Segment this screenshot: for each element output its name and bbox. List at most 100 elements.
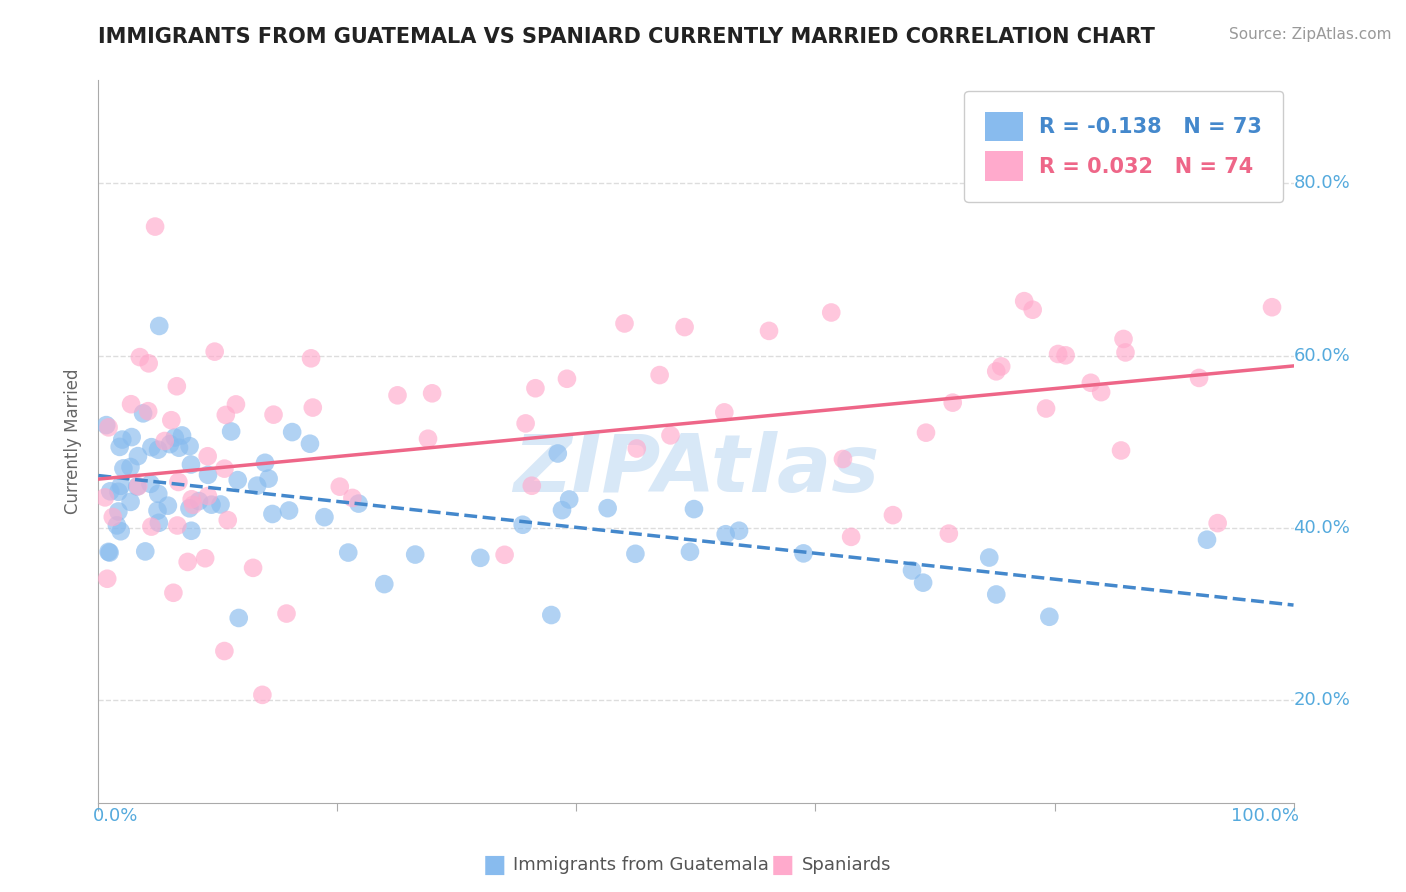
Point xyxy=(167,441,190,455)
Point xyxy=(901,564,924,578)
Point xyxy=(180,492,202,507)
Point xyxy=(714,527,737,541)
Point xyxy=(136,404,159,418)
Point xyxy=(728,524,751,538)
Point xyxy=(141,519,163,533)
Point xyxy=(146,442,169,457)
Point xyxy=(337,545,360,559)
Point xyxy=(225,397,247,411)
Point xyxy=(1112,332,1135,346)
Point xyxy=(990,359,1012,374)
Point xyxy=(94,491,117,505)
Point xyxy=(832,452,855,467)
Point xyxy=(252,688,274,702)
Point xyxy=(97,420,120,434)
Point xyxy=(1035,401,1057,416)
Text: 100.0%: 100.0% xyxy=(1232,807,1299,825)
Point xyxy=(404,548,426,562)
Point xyxy=(1054,348,1077,362)
Point xyxy=(555,372,578,386)
Point xyxy=(387,388,409,402)
Point xyxy=(163,430,186,444)
Point xyxy=(596,501,619,516)
Point xyxy=(197,467,219,482)
Point xyxy=(200,498,222,512)
Point xyxy=(214,644,236,658)
Point xyxy=(758,324,780,338)
Point xyxy=(494,548,516,562)
Point xyxy=(197,450,219,464)
Point xyxy=(143,219,166,234)
Point xyxy=(470,550,492,565)
Point xyxy=(342,491,364,505)
Point xyxy=(515,417,537,431)
Point xyxy=(347,497,370,511)
Point xyxy=(882,508,904,522)
Point xyxy=(138,356,160,370)
Point xyxy=(110,524,132,539)
Text: 60.0%: 60.0% xyxy=(1294,346,1350,365)
Point xyxy=(613,317,636,331)
Point xyxy=(540,607,562,622)
Point xyxy=(299,351,322,366)
Point xyxy=(107,504,129,518)
Point xyxy=(1012,294,1035,309)
Text: ZIPAtlas: ZIPAtlas xyxy=(513,432,879,509)
Point xyxy=(194,551,217,566)
Point xyxy=(121,430,143,444)
Point xyxy=(219,425,242,439)
Point xyxy=(180,524,202,538)
Point xyxy=(134,544,156,558)
Point xyxy=(624,547,647,561)
Point xyxy=(166,518,188,533)
Point xyxy=(98,545,121,559)
Point xyxy=(713,405,735,419)
Point xyxy=(626,442,648,456)
Point xyxy=(167,475,190,489)
Point xyxy=(1047,347,1070,361)
Point xyxy=(242,561,264,575)
Point xyxy=(673,320,696,334)
Point xyxy=(120,460,142,475)
Text: 20.0%: 20.0% xyxy=(1294,690,1350,708)
Point xyxy=(148,318,170,333)
Point xyxy=(683,502,706,516)
Point xyxy=(1261,300,1284,314)
Point xyxy=(217,513,239,527)
Point xyxy=(524,381,547,395)
Point xyxy=(162,586,184,600)
Point xyxy=(263,408,285,422)
Point xyxy=(986,587,1008,601)
Text: ■: ■ xyxy=(482,854,506,877)
Point xyxy=(520,479,543,493)
Point xyxy=(659,428,682,442)
Text: Spaniards: Spaniards xyxy=(801,856,891,874)
Point xyxy=(329,480,352,494)
Point xyxy=(96,572,118,586)
Point xyxy=(226,473,249,487)
Point xyxy=(107,484,129,499)
Text: Source: ZipAtlas.com: Source: ZipAtlas.com xyxy=(1229,27,1392,42)
Point xyxy=(558,492,581,507)
Point xyxy=(120,397,142,411)
Point xyxy=(1114,345,1136,359)
Point xyxy=(1188,371,1211,385)
Point xyxy=(228,611,250,625)
Point xyxy=(1038,609,1060,624)
Point xyxy=(176,555,198,569)
Point xyxy=(181,498,204,512)
Point xyxy=(197,489,219,503)
Point xyxy=(938,526,960,541)
Point xyxy=(373,577,395,591)
Point xyxy=(160,413,183,427)
Point xyxy=(915,425,938,440)
Point xyxy=(166,379,188,393)
Point xyxy=(298,436,321,450)
Point xyxy=(128,350,150,364)
Point xyxy=(820,305,842,319)
Point xyxy=(120,495,142,509)
Point xyxy=(148,516,170,530)
Point xyxy=(156,499,179,513)
Text: Immigrants from Guatemala: Immigrants from Guatemala xyxy=(513,856,769,874)
Point xyxy=(101,510,124,524)
